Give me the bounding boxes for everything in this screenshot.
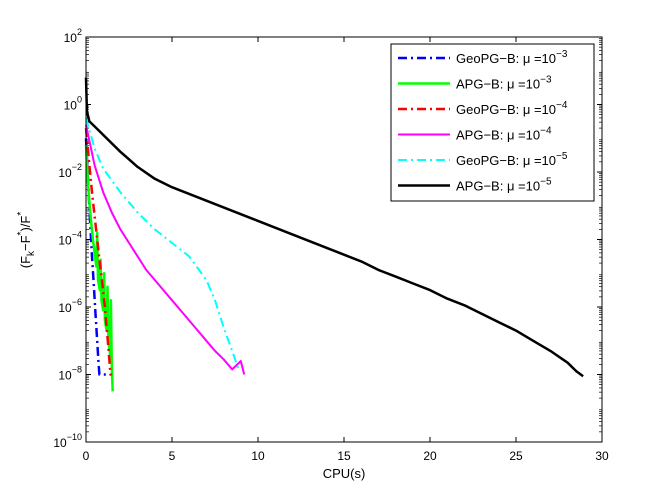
y-label-sup1: *: [16, 231, 27, 235]
x-axis-label: CPU(s): [323, 466, 366, 481]
y-label-sup2: *: [16, 212, 27, 216]
series-line-6: [84, 77, 584, 378]
y-label-sub: k: [26, 250, 37, 256]
series-layer: [84, 77, 584, 392]
x-tick-label: 10: [251, 449, 265, 463]
y-axis-label: (Fk−F*)/F*: [16, 212, 37, 269]
legend-label: APG−B: μ =10−5: [456, 177, 552, 194]
series-line-5: [85, 117, 241, 372]
y-tick-label: 10−6: [58, 297, 82, 315]
x-tick-label: 30: [595, 449, 609, 463]
legend-label: GeoPG−B: μ =10−5: [456, 151, 568, 168]
legend-label: APG−B: μ =10−4: [456, 126, 552, 143]
legend-label: GeoPG−B: μ =10−3: [456, 49, 568, 66]
y-label-close: )/F: [18, 216, 33, 232]
legend-label: APG−B: μ =10−3: [456, 75, 552, 92]
series-line-3: [84, 127, 112, 376]
x-tick-label: 20: [423, 449, 437, 463]
x-tick-label: 15: [337, 449, 351, 463]
legend-label: GeoPG−B: μ =10−4: [456, 100, 568, 117]
y-tick-label: 10−10: [53, 432, 82, 450]
legend: GeoPG−B: μ =10−3 APG−B: μ =10−3 GeoPG−B: μ…: [390, 43, 595, 202]
x-tick-label: 0: [83, 449, 90, 463]
y-tick-label: 10−4: [58, 230, 82, 248]
y-tick-label: 100: [64, 95, 82, 113]
y-label-mid: −F: [18, 235, 33, 251]
y-tick-label: 10−8: [58, 365, 82, 383]
y-label-open: (F: [18, 256, 33, 268]
plot-frame: [85, 36, 603, 443]
series-line-4: [85, 124, 246, 375]
x-tick-label: 5: [169, 449, 176, 463]
y-tick-label: 102: [64, 27, 82, 45]
y-tick-label: 10−2: [58, 162, 82, 180]
legend-box: [390, 43, 595, 202]
x-tick-label: 25: [509, 449, 523, 463]
